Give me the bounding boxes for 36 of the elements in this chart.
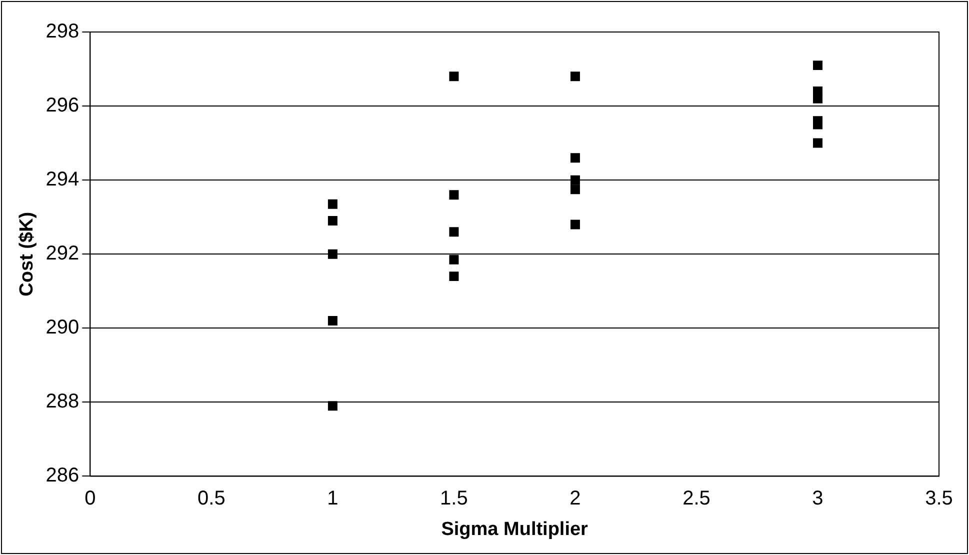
point [449, 254, 459, 264]
x-tick-label: 0 [84, 488, 96, 510]
point [812, 60, 822, 70]
y-tick-label: 292 [46, 242, 80, 265]
point [570, 72, 580, 82]
point [812, 94, 822, 104]
x-tick-label: 3.5 [925, 488, 953, 510]
point [449, 272, 459, 282]
point [570, 220, 580, 230]
y-tick-label: 298 [46, 20, 80, 43]
point [570, 153, 580, 163]
y-tick-label: 296 [46, 94, 80, 117]
point [449, 72, 459, 82]
point [328, 401, 338, 411]
x-axis-title: Sigma Multiplier [441, 518, 589, 540]
x-tick-label: 3 [812, 488, 824, 510]
x-tick-label: 2 [570, 488, 581, 510]
point [570, 184, 580, 194]
x-tick-label: 0.5 [198, 488, 226, 510]
y-tick-label: 294 [46, 168, 80, 191]
point [449, 190, 459, 200]
point [328, 199, 338, 209]
y-tick-label: 290 [46, 316, 80, 339]
x-tick-label: 1 [327, 488, 338, 510]
point [328, 249, 338, 259]
y-tick-label: 286 [46, 464, 80, 487]
y-axis-title: Cost ($K) [16, 212, 38, 296]
point [328, 316, 338, 326]
point [812, 138, 822, 148]
point [449, 227, 459, 237]
point [328, 216, 338, 226]
x-tick-label: 2.5 [682, 488, 710, 510]
point [812, 120, 822, 130]
x-tick-label: 1.5 [440, 488, 468, 510]
point [570, 175, 580, 185]
y-tick-label: 288 [46, 390, 80, 413]
